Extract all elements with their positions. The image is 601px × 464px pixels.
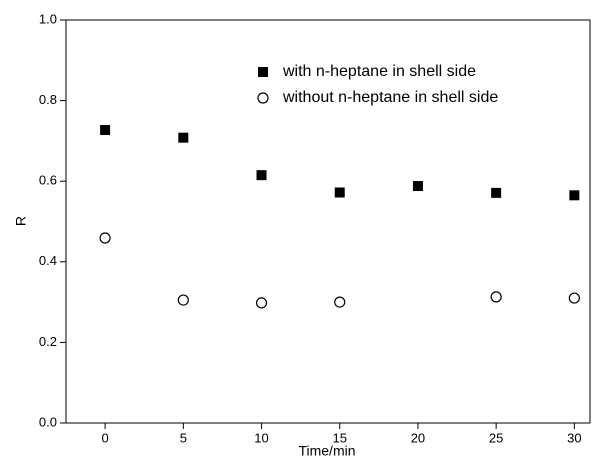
point [177, 294, 189, 306]
point [568, 292, 580, 304]
x-tick-label: 10 [254, 430, 268, 445]
y-axis-label: R [13, 216, 29, 226]
point [334, 187, 345, 198]
point [490, 291, 502, 303]
point [491, 187, 502, 198]
point [569, 190, 580, 201]
y-tick-label: 1.0 [39, 11, 57, 26]
y-tick-label: 0.8 [39, 92, 57, 107]
y-tick-label: 0.2 [39, 334, 57, 349]
y-tick-label: 0.6 [39, 173, 57, 188]
x-tick-label: 20 [411, 430, 425, 445]
point [99, 232, 111, 244]
legend-marker [258, 67, 268, 77]
point [412, 181, 423, 192]
x-tick-label: 30 [567, 430, 581, 445]
legend-label: without n-heptane in shell side [282, 89, 498, 106]
x-tick-label: 0 [101, 430, 108, 445]
legend-marker [257, 92, 269, 104]
x-tick-label: 5 [180, 430, 187, 445]
x-tick-label: 15 [332, 430, 346, 445]
point [178, 132, 189, 143]
legend-label: with n-heptane in shell side [282, 63, 476, 80]
y-tick-label: 0.0 [39, 414, 57, 429]
x-axis-label: Time/min [298, 443, 355, 459]
y-tick-label: 0.4 [39, 253, 57, 268]
point [255, 297, 268, 309]
point [334, 296, 346, 308]
point [100, 125, 111, 136]
x-tick-label: 25 [489, 430, 503, 445]
plot-frame [65, 19, 591, 424]
point [256, 170, 267, 181]
